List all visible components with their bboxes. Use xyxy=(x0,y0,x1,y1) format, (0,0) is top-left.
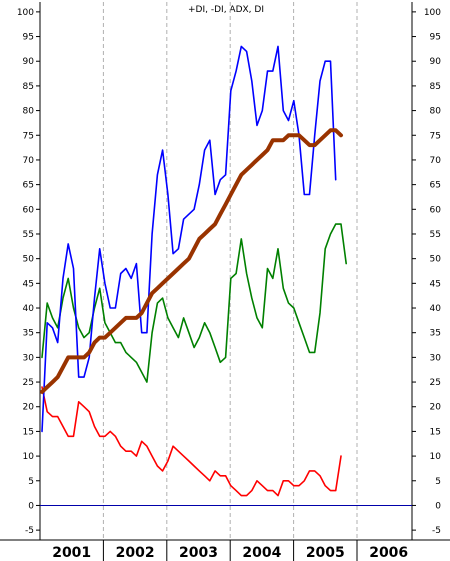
x-tick-label: 2002 xyxy=(116,545,155,561)
y-tick-label-left: 5 xyxy=(28,477,34,487)
y-tick-label-right: 15 xyxy=(430,427,441,437)
y-tick-label-right: 95 xyxy=(430,33,441,43)
y-tick-label-left: 10 xyxy=(23,452,35,462)
y-tick-label-right: 75 xyxy=(430,131,441,141)
y-tick-label-right: 55 xyxy=(430,230,441,240)
y-tick-label-left: 40 xyxy=(23,304,35,314)
y-tick-label-left: 15 xyxy=(23,427,34,437)
y-tick-label-left: 100 xyxy=(17,8,34,18)
y-tick-label-right: 45 xyxy=(430,279,441,289)
y-tick-label-left: 60 xyxy=(23,205,35,215)
y-tick-label-left: 90 xyxy=(23,57,35,67)
y-tick-label-right: 10 xyxy=(430,452,442,462)
x-tick-label: 2001 xyxy=(52,545,91,561)
y-tick-label-right: 25 xyxy=(430,378,441,388)
y-tick-label-left: -5 xyxy=(25,526,34,536)
x-axis-labels: 2001 2002 2003 2004 2005 2006 xyxy=(52,540,408,561)
y-tick-label-left: 85 xyxy=(23,82,34,92)
y-tick-label-left: 25 xyxy=(23,378,34,388)
series-group xyxy=(40,45,348,497)
y-tick-label-left: 20 xyxy=(23,403,35,413)
y-tick-label-left: 35 xyxy=(23,329,34,339)
y-tick-label-left: 75 xyxy=(23,131,34,141)
y-tick-label-right: 60 xyxy=(430,205,442,215)
series-line xyxy=(41,45,337,433)
y-tick-label-right: 5 xyxy=(435,477,441,487)
x-tick-label: 2005 xyxy=(306,545,345,561)
y-tick-label-right: 65 xyxy=(430,181,441,191)
y-tick-label-right: 50 xyxy=(430,255,442,265)
chart-title: +DI, -DI, ADX, DI xyxy=(188,5,264,15)
y-tick-label-right: 70 xyxy=(430,156,442,166)
y-tick-label-right: 20 xyxy=(430,403,442,413)
y-tick-label-left: 65 xyxy=(23,181,34,191)
y-tick-label-right: 30 xyxy=(430,353,442,363)
y-tick-label-right: -5 xyxy=(432,526,441,536)
y-tick-label-left: 50 xyxy=(23,255,35,265)
series-line xyxy=(41,386,342,497)
x-tick-label: 2003 xyxy=(179,545,218,561)
y-tick-label-left: 55 xyxy=(23,230,34,240)
x-tick-label: 2004 xyxy=(242,545,281,561)
y-tick-label-right: 40 xyxy=(430,304,442,314)
y-tick-label-right: 85 xyxy=(430,82,441,92)
y-tick-label-left: 0 xyxy=(28,501,34,511)
y-tick-label-left: 30 xyxy=(23,353,35,363)
series-line xyxy=(40,128,343,394)
y-tick-label-left: 45 xyxy=(23,279,34,289)
y-tick-label-right: 90 xyxy=(430,57,442,67)
y-tick-label-right: 80 xyxy=(430,107,442,117)
x-tick-label: 2006 xyxy=(369,545,408,561)
y-tick-label-left: 80 xyxy=(23,107,35,117)
y-tick-label-left: 70 xyxy=(23,156,35,166)
y-tick-label-left: 95 xyxy=(23,33,34,43)
y-tick-label-right: 100 xyxy=(424,8,441,18)
y-tick-label-right: 35 xyxy=(430,329,441,339)
y-tick-label-right: 0 xyxy=(435,501,441,511)
